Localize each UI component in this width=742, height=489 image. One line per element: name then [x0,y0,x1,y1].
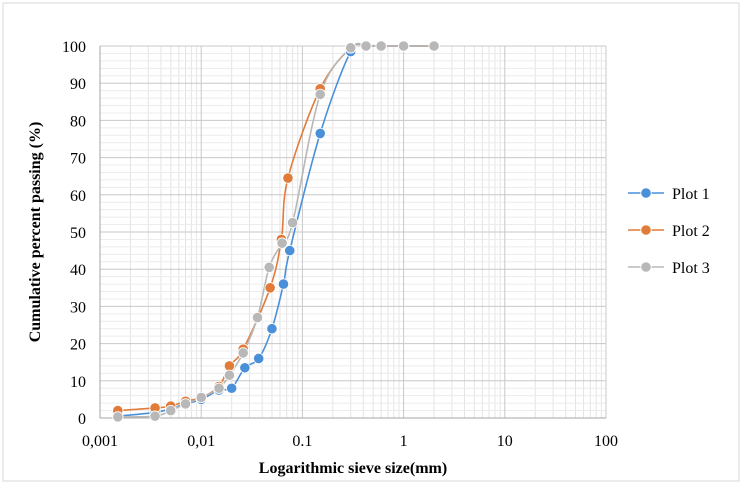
data-point [360,40,372,52]
data-point [237,347,249,359]
data-point [253,352,265,365]
data-point [276,237,288,249]
legend: Plot 1 Plot 2 Plot 3 [628,186,710,277]
x-tick-label: 1 [400,433,408,450]
data-point [282,172,294,184]
legend-entry: Plot 1 [628,186,710,203]
y-tick-label: 30 [70,299,86,316]
y-axis-title: Cumulative percent passing (%) [27,122,44,343]
y-tick-label: 40 [70,262,86,279]
data-point [277,278,290,290]
chart-frame [2,2,740,482]
data-point [428,40,440,52]
series-3-markers [112,40,440,423]
data-point [284,245,296,257]
data-point [397,40,410,52]
data-point [223,369,236,381]
data-point [251,311,264,324]
data-point [264,282,276,294]
x-tick-label: 0,001 [82,433,118,450]
data-point [213,382,225,394]
legend-label: Plot 2 [672,223,710,240]
y-tick-label: 20 [70,337,86,354]
data-point [112,411,124,423]
x-tick-label: 10 [497,433,513,450]
legend-marker [640,187,652,199]
data-point [195,391,207,404]
series [112,40,440,423]
legend-entry: Plot 3 [628,260,710,277]
legend-label: Plot 1 [672,186,710,203]
data-point [375,40,387,52]
data-point [239,362,251,374]
data-point [286,217,299,229]
y-tick-label: 0 [78,411,86,428]
y-tick-label: 90 [70,76,86,93]
y-tick-label: 50 [70,225,86,242]
data-point [263,261,275,273]
grid [99,45,607,419]
legend-label: Plot 3 [672,260,710,277]
y-tick-label: 60 [70,188,86,205]
data-point [226,382,238,394]
data-point [314,127,326,140]
legend-marker [640,224,652,236]
y-tick-label: 100 [62,39,86,56]
data-point [314,88,326,100]
y-tick-label: 80 [70,113,86,130]
x-tick-label: 0.1 [292,433,312,450]
data-point [223,360,236,372]
x-tick-label: 0,01 [187,433,215,450]
data-point [345,42,357,54]
data-point [149,410,161,422]
legend-entry: Plot 2 [628,223,710,240]
data-point [179,398,192,410]
y-tick-label: 10 [70,374,86,391]
legend-marker [640,261,652,273]
axes: 0 10 20 30 40 50 60 70 80 90 100 0,001 0,01 0.1 1 10 100 [62,39,618,450]
data-point [165,404,177,417]
x-axis-title: Logarithmic sieve size(mm) [259,460,447,477]
y-tick-label: 70 [70,151,86,168]
x-tick-label: 100 [594,433,618,450]
data-point [266,323,278,335]
